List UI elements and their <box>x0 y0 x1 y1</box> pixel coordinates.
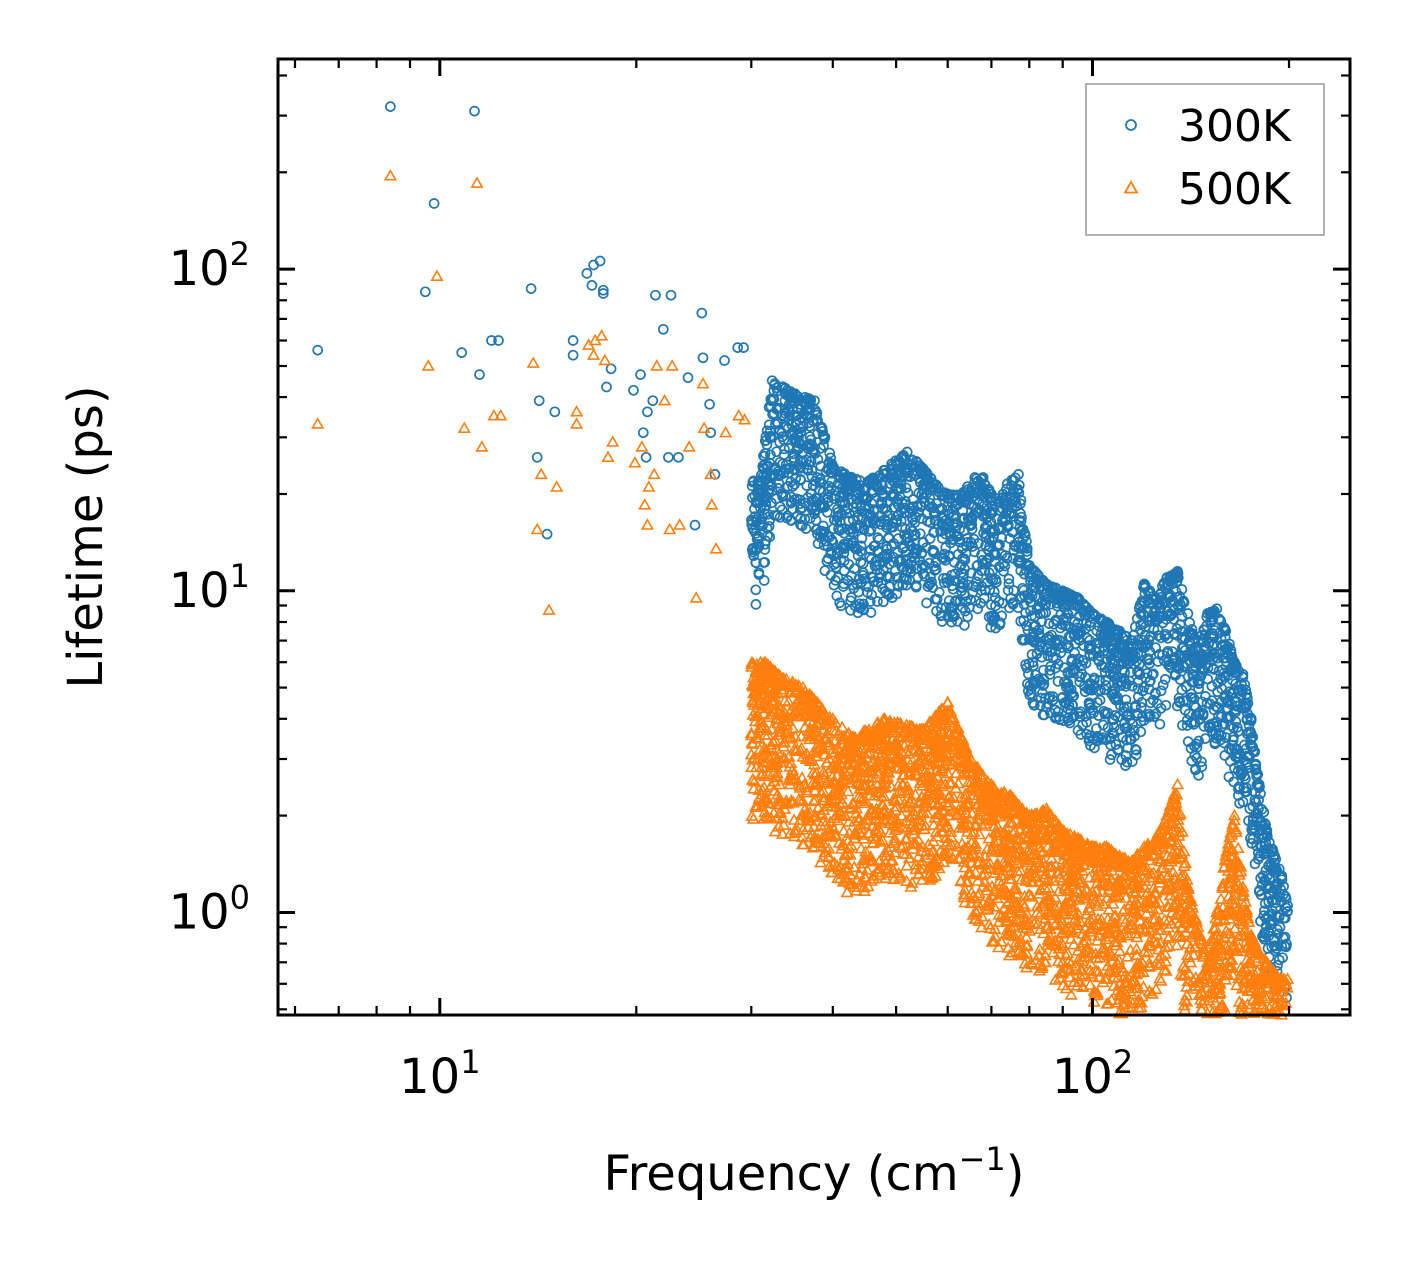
300k-point <box>1219 750 1231 761</box>
300k-point <box>970 581 982 593</box>
300k-point <box>857 512 869 523</box>
300k-point <box>1063 700 1075 711</box>
300k-point <box>567 349 579 361</box>
300k-point <box>1052 706 1064 718</box>
300k-point <box>872 596 883 607</box>
300k-point <box>815 442 826 454</box>
300k-point <box>486 335 497 346</box>
300k-point <box>1109 683 1121 695</box>
300k-point <box>586 280 598 291</box>
300k-point <box>1225 720 1236 731</box>
300k-point <box>640 451 652 463</box>
data-layer <box>311 101 1295 1020</box>
300k-point <box>1250 763 1262 775</box>
300k-point <box>474 369 485 380</box>
300k-point <box>1193 683 1204 695</box>
300k-point <box>1114 700 1126 711</box>
300k-point <box>1154 718 1166 730</box>
300k-point <box>747 476 759 488</box>
300k-point <box>1104 754 1116 765</box>
300k-point <box>921 597 932 609</box>
300k-point <box>594 255 606 267</box>
300k-point <box>1165 596 1177 608</box>
300k-point <box>531 451 543 463</box>
300k-point <box>493 335 504 346</box>
300k-point <box>782 481 794 492</box>
300k-point <box>525 283 537 294</box>
300k-point <box>755 476 767 487</box>
300k-point <box>1022 678 1033 690</box>
300k-point <box>704 398 715 410</box>
300k-point <box>1055 622 1066 634</box>
300k-point <box>642 406 653 418</box>
300k-point <box>1278 881 1289 892</box>
300k-point <box>1035 699 1046 711</box>
300k-point <box>999 560 1011 572</box>
300k-point <box>1108 721 1120 733</box>
300k-point <box>456 347 468 358</box>
300k-point <box>665 289 677 301</box>
300k-point <box>533 395 545 407</box>
300k-point <box>696 307 708 319</box>
300k-point <box>549 406 561 418</box>
300k-point <box>597 288 609 299</box>
300k-point <box>697 352 709 364</box>
300k-point <box>796 456 807 468</box>
300k-point <box>385 101 396 112</box>
300k-point <box>635 369 646 380</box>
300k-point <box>732 342 744 353</box>
300k-point <box>834 597 846 609</box>
300k-point <box>719 355 730 366</box>
300k-point <box>1205 651 1217 662</box>
300k-point <box>942 504 953 516</box>
300k-point <box>628 384 639 396</box>
300k-point <box>673 451 684 463</box>
300k-point <box>469 105 480 117</box>
300k-point <box>1097 719 1109 731</box>
300k-point <box>647 395 659 407</box>
300k-point <box>605 363 617 375</box>
300k-point <box>663 451 674 463</box>
300k-point <box>689 519 701 531</box>
300k-point <box>738 342 749 353</box>
300k-point <box>870 517 881 529</box>
300k-point <box>896 561 908 573</box>
300k-point <box>650 289 661 301</box>
300k-point <box>312 344 324 356</box>
300k-point <box>682 372 694 383</box>
300k-point <box>1155 685 1167 697</box>
300k-point <box>597 284 609 296</box>
300k-point <box>567 335 579 346</box>
300k-point <box>910 581 922 593</box>
300k-point <box>1190 763 1201 775</box>
300k-point <box>657 323 669 335</box>
300k-point <box>806 464 818 476</box>
300k-point <box>1176 584 1188 595</box>
300k-point <box>637 427 649 439</box>
300k-point <box>1159 674 1171 685</box>
300k-point <box>1199 733 1211 744</box>
300k-point <box>581 268 593 279</box>
300k-point <box>1132 683 1144 695</box>
300k-point <box>1008 495 1020 507</box>
300k-point <box>428 198 440 209</box>
300k-point <box>601 381 612 393</box>
300k-point <box>419 286 431 298</box>
300k-point <box>1147 694 1159 706</box>
